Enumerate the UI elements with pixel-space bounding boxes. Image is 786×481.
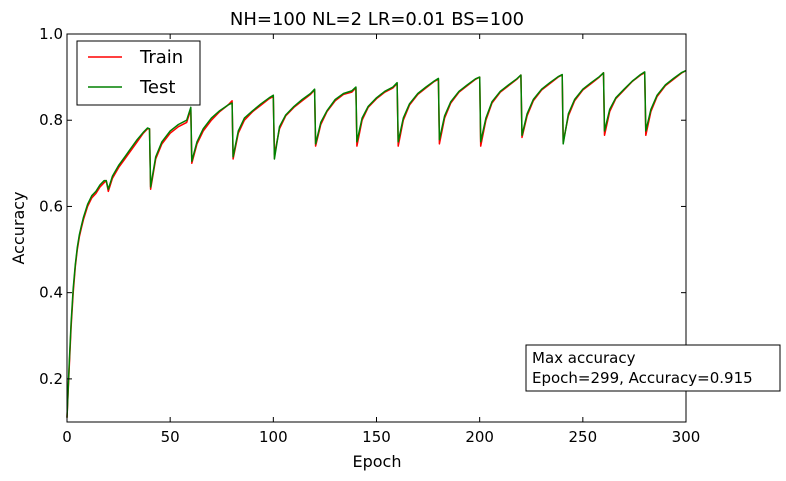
legend-box	[76, 40, 201, 106]
x-tick-label: 300	[672, 428, 701, 446]
x-tick-label: 150	[362, 428, 391, 446]
plot-frame	[66, 33, 687, 423]
legend: Train Test	[76, 40, 201, 106]
y-tick-label: 1.0	[39, 25, 63, 43]
x-tick-label: 50	[161, 428, 180, 446]
y-axis-label: Accuracy	[9, 191, 28, 264]
chart-title: NH=100 NL=2 LR=0.01 BS=100	[230, 9, 524, 30]
x-tick-label: 200	[465, 428, 494, 446]
y-tick-label: 0.4	[39, 284, 63, 302]
annotation-box	[525, 344, 781, 392]
series-layer	[66, 69, 687, 418]
y-tick-label: 0.2	[39, 370, 63, 388]
x-axis-label: Epoch	[353, 452, 402, 471]
series-line-test	[66, 69, 687, 418]
x-tick-label: 0	[62, 428, 72, 446]
x-tick-label: 250	[569, 428, 598, 446]
x-tick-label: 100	[259, 428, 288, 446]
y-tick-label: 0.6	[39, 197, 63, 215]
annotation-line-1: Max accuracy	[532, 349, 636, 367]
max-accuracy-annotation: Max accuracy Epoch=299, Accuracy=0.915	[525, 344, 781, 392]
annotation-line-2: Epoch=299, Accuracy=0.915	[532, 369, 753, 387]
legend-label-test: Test	[139, 77, 175, 98]
y-tick-label: 0.8	[39, 111, 63, 129]
legend-label-train: Train	[139, 47, 183, 68]
